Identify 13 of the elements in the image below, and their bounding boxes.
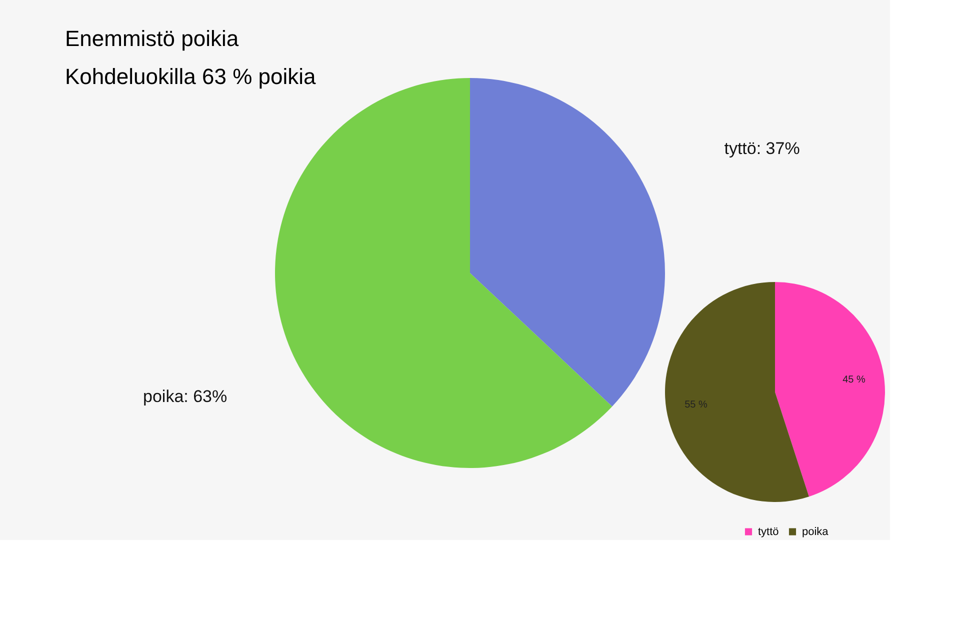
slice-label: poika xyxy=(143,386,184,406)
slice-label: tyttö xyxy=(724,139,756,158)
data-label: 45 % xyxy=(842,374,866,386)
data-label: 55 % xyxy=(684,400,708,411)
legend-label: poika xyxy=(802,526,830,538)
data-label: : 37% xyxy=(756,139,800,158)
pie-slice xyxy=(665,282,809,502)
chart-title: Enemmistö poikia xyxy=(65,26,240,51)
legend-label: tyttö xyxy=(758,526,779,538)
pie-slice xyxy=(470,78,665,406)
chart-subtitle: Kohdeluokilla 63 % poikia xyxy=(65,64,316,89)
pie-slice xyxy=(775,282,885,497)
data-label: : 63% xyxy=(184,386,228,406)
